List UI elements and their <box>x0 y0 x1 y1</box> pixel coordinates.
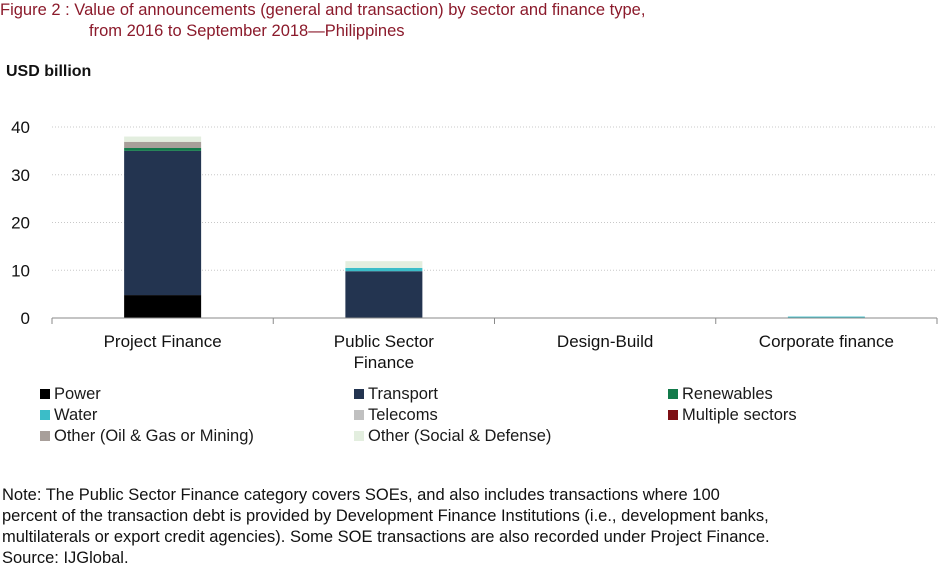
y-axis-unit-label: USD billion <box>6 63 92 80</box>
legend-label: Telecoms <box>368 406 438 424</box>
bar-segment-renewables-0 <box>124 148 202 151</box>
legend-swatch <box>668 389 678 399</box>
legend-swatch <box>354 389 364 399</box>
legend-label: Power <box>54 385 101 403</box>
bar-segment-water-3 <box>787 316 865 318</box>
x-tick-label: Project Finance <box>104 332 222 351</box>
legend-swatch <box>40 431 50 441</box>
figure-title: Figure 2 : Value of announcements (gener… <box>0 0 930 42</box>
legend-swatch <box>40 410 50 420</box>
figure-title-line-1: Figure 2 : Value of announcements (gener… <box>0 1 646 19</box>
note-line: Note: The Public Sector Finance category… <box>2 486 720 504</box>
legend-item: Transport <box>354 384 438 404</box>
bar-segment-transport-0 <box>124 150 202 296</box>
legend-item: Power <box>40 384 101 404</box>
bar-segment-water-1 <box>345 267 423 272</box>
legend-item: Telecoms <box>354 405 438 425</box>
note-line: percent of the transaction debt is provi… <box>2 507 769 525</box>
x-axis <box>51 317 938 324</box>
note-line: multilaterals or export credit agencies)… <box>2 528 770 546</box>
y-tick-label: 30 <box>11 166 30 185</box>
y-tick-label: 10 <box>11 261 30 280</box>
legend-label: Other (Oil & Gas or Mining) <box>54 427 254 445</box>
legend-item: Water <box>40 405 97 425</box>
chart-legend: Power Transport Renewables Water Telecoms Mul… <box>40 384 939 448</box>
bar-segment-other-oil-gas-or-mining--0 <box>124 141 202 149</box>
legend-label: Other (Social & Defense) <box>368 427 552 445</box>
legend-item: Multiple sectors <box>668 405 797 425</box>
bars <box>124 136 865 318</box>
legend-swatch <box>354 431 364 441</box>
legend-swatch <box>668 410 678 420</box>
legend-item: Renewables <box>668 384 773 404</box>
legend-swatch <box>40 389 50 399</box>
legend-label: Multiple sectors <box>682 406 797 424</box>
bar-segment-transport-1 <box>345 271 423 318</box>
y-tick-label: 0 <box>21 309 30 328</box>
bar-segment-power-0 <box>124 295 202 318</box>
bar-segment-other-social-defense--0 <box>124 136 202 142</box>
x-axis-labels: Project Finance Public Sector Finance Desig… <box>104 332 894 372</box>
y-tick-label: 40 <box>11 118 30 137</box>
stacked-bar-chart: 0 10 20 30 40 Project Finance Public Sector Fi… <box>11 118 938 372</box>
x-tick-label: Design-Build <box>557 332 653 351</box>
legend-label: Renewables <box>682 385 773 403</box>
x-tick-label: Finance <box>354 353 414 372</box>
legend-item: Other (Social & Defense) <box>354 426 551 446</box>
x-tick-label: Corporate finance <box>759 332 894 351</box>
bar-segment-other-social-defense--1 <box>345 261 423 268</box>
y-axis-ticks: 0 10 20 30 40 <box>11 118 30 328</box>
legend-label: Water <box>54 406 98 424</box>
legend-item: Other (Oil & Gas or Mining) <box>40 426 254 446</box>
note-line: Source: IJGlobal. <box>2 549 129 567</box>
legend-label: Transport <box>368 385 438 403</box>
y-tick-label: 20 <box>11 214 30 233</box>
chart-note: Note: The Public Sector Finance category… <box>2 485 938 569</box>
figure-title-line-2: from 2016 to September 2018—Philippines <box>89 22 405 40</box>
x-tick-label: Public Sector <box>334 332 434 351</box>
legend-swatch <box>354 410 364 420</box>
